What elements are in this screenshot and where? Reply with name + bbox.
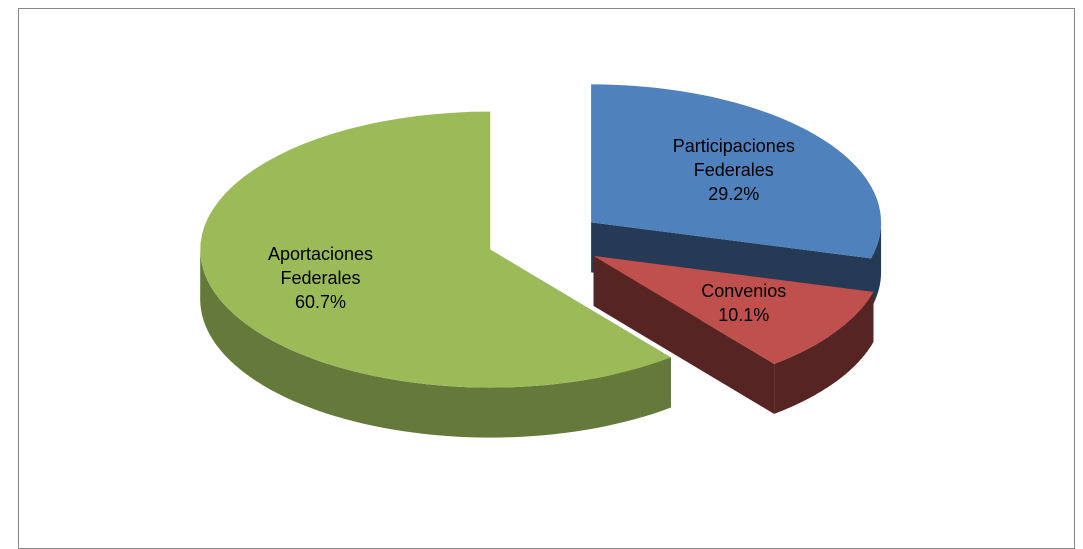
data-label: Participaciones Federales 29.2%: [659, 134, 809, 206]
data-label: Convenios 10.1%: [669, 279, 819, 327]
pie-slice: [593, 255, 874, 364]
category-label: Convenios: [701, 280, 787, 301]
value-label: 60.7%: [294, 291, 347, 312]
slice-rim-wall: [200, 249, 671, 438]
category-label: Participaciones Federales: [672, 136, 795, 181]
pie-slice: [591, 84, 881, 259]
pie-slice: [200, 111, 671, 388]
value-label: 10.1%: [718, 304, 770, 325]
value-label: 29.2%: [708, 184, 760, 205]
slice-rim-wall: [871, 222, 882, 309]
data-label: Aportaciones Federales 60.7%: [246, 242, 396, 314]
slice-rim-wall: [774, 291, 874, 414]
slice-cut-wall: [593, 255, 775, 414]
chart-border: [18, 8, 1075, 549]
category-label: Aportaciones Federales: [267, 243, 374, 288]
